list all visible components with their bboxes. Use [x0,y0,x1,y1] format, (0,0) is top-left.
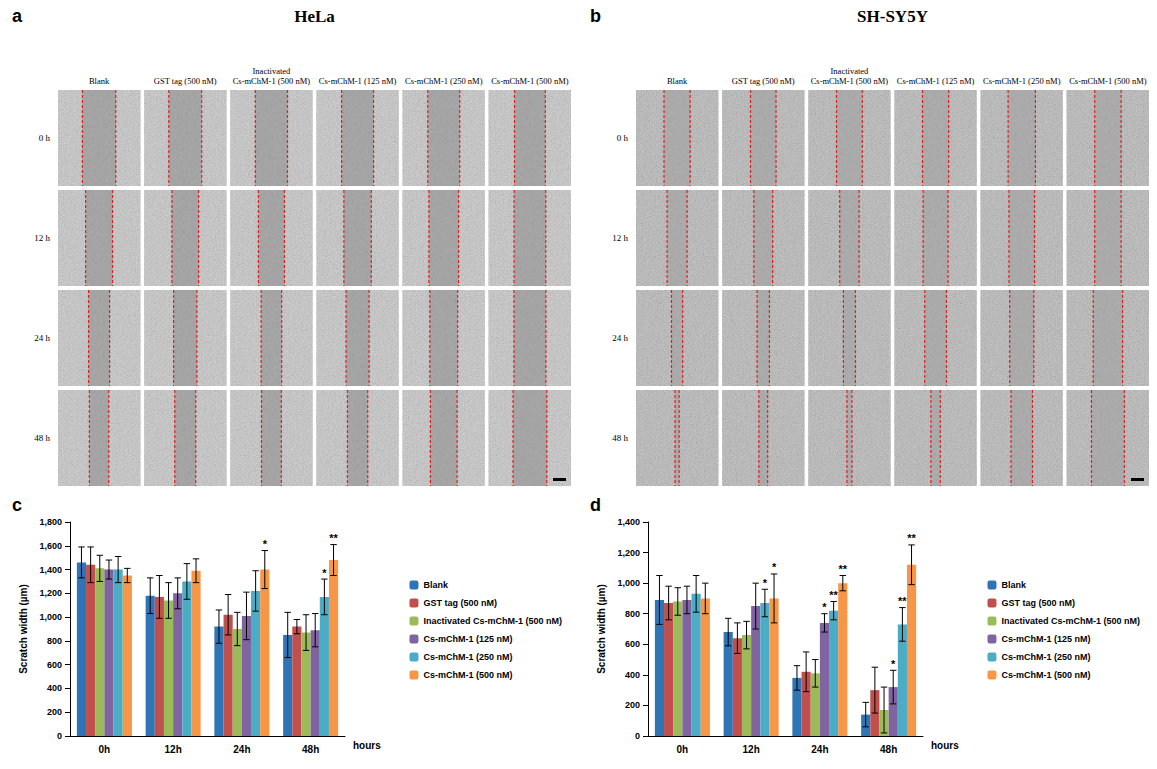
svg-text:**: ** [829,589,838,601]
svg-text:48h: 48h [880,744,897,755]
svg-text:12 h: 12 h [612,233,628,243]
svg-text:0h: 0h [677,744,689,755]
svg-text:**: ** [907,532,916,544]
svg-text:Cs-mChM-1 (250 nM): Cs-mChM-1 (250 nM) [983,76,1061,86]
svg-text:600: 600 [625,639,640,649]
svg-text:Cs-mChM-1 (500 nM): Cs-mChM-1 (500 nM) [491,76,569,86]
svg-text:Cs-mChM-1 (125 nM): Cs-mChM-1 (125 nM) [423,634,512,644]
svg-text:Cs-mChM-1 (250 nM): Cs-mChM-1 (250 nM) [405,76,483,86]
svg-text:Blank: Blank [423,580,449,590]
svg-text:1,000: 1,000 [39,612,62,622]
svg-text:24 h: 24 h [34,333,50,343]
svg-text:*: * [322,567,327,579]
svg-text:800: 800 [625,609,640,619]
svg-text:Inactivated Cs-mChM-1 (500 nM): Inactivated Cs-mChM-1 (500 nM) [1001,616,1140,626]
svg-text:0h: 0h [99,744,111,755]
svg-text:1,200: 1,200 [39,588,62,598]
svg-text:12h: 12h [165,744,182,755]
svg-text:Blank: Blank [1001,580,1027,590]
svg-text:b: b [590,6,601,26]
svg-text:c: c [12,496,22,515]
svg-text:Cs-mChM-1 (500 nM): Cs-mChM-1 (500 nM) [1001,670,1090,680]
svg-text:600: 600 [47,660,62,670]
svg-text:Cs-mChM-1 (250 nM): Cs-mChM-1 (250 nM) [1001,652,1090,662]
svg-text:Inactivated: Inactivated [831,66,870,76]
svg-text:GST tag (500 nM): GST tag (500 nM) [1001,598,1075,608]
svg-text:Cs-mChM-1 (125 nM): Cs-mChM-1 (125 nM) [1001,634,1090,644]
svg-text:1,200: 1,200 [617,548,640,558]
svg-text:*: * [763,577,768,589]
svg-text:**: ** [839,563,848,575]
svg-text:800: 800 [47,636,62,646]
svg-text:hours: hours [931,740,959,751]
svg-text:0 h: 0 h [39,133,51,143]
svg-text:*: * [822,601,827,613]
svg-text:0 h: 0 h [617,133,629,143]
svg-text:12h: 12h [743,744,760,755]
svg-text:48 h: 48 h [34,433,50,443]
svg-text:Cs-mChM-1 (125 nM): Cs-mChM-1 (125 nM) [319,76,397,86]
svg-text:d: d [590,496,601,515]
svg-text:GST tag (500 nM): GST tag (500 nM) [732,76,795,86]
svg-text:*: * [891,658,896,670]
svg-text:1,400: 1,400 [617,517,640,527]
svg-text:24h: 24h [811,744,828,755]
svg-text:1,400: 1,400 [39,565,62,575]
svg-text:24 h: 24 h [612,333,628,343]
svg-text:0: 0 [57,731,62,741]
svg-text:Cs-mChM-1 (500 nM): Cs-mChM-1 (500 nM) [811,76,889,86]
svg-text:24h: 24h [233,744,250,755]
svg-text:SH-SY5Y: SH-SY5Y [857,7,928,26]
svg-text:1,000: 1,000 [617,578,640,588]
svg-text:**: ** [329,532,338,544]
svg-text:GST tag (500 nM): GST tag (500 nM) [154,76,217,86]
svg-text:*: * [263,538,268,550]
svg-text:0: 0 [635,731,640,741]
svg-text:48 h: 48 h [612,433,628,443]
svg-text:400: 400 [47,683,62,693]
svg-text:400: 400 [625,670,640,680]
svg-text:1,800: 1,800 [39,517,62,527]
svg-text:*: * [772,561,777,573]
svg-text:1,600: 1,600 [39,541,62,551]
svg-text:Cs-mChM-1 (250 nM): Cs-mChM-1 (250 nM) [423,652,512,662]
svg-text:Scratch width (µm): Scratch width (µm) [18,584,29,674]
svg-text:Cs-mChM-1 (500 nM): Cs-mChM-1 (500 nM) [1069,76,1147,86]
svg-text:Blank: Blank [667,76,688,86]
svg-text:48h: 48h [302,744,319,755]
svg-text:Inactivated: Inactivated [253,66,292,76]
svg-text:200: 200 [47,707,62,717]
svg-text:Cs-mChM-1 (125 nM): Cs-mChM-1 (125 nM) [897,76,975,86]
svg-text:200: 200 [625,700,640,710]
svg-text:HeLa: HeLa [294,7,335,26]
svg-text:Cs-mChM-1 (500 nM): Cs-mChM-1 (500 nM) [233,76,311,86]
svg-text:hours: hours [353,740,381,751]
svg-text:12 h: 12 h [34,233,50,243]
svg-text:Blank: Blank [89,76,110,86]
svg-text:a: a [12,6,23,26]
svg-text:**: ** [898,595,907,607]
svg-text:Cs-mChM-1 (500 nM): Cs-mChM-1 (500 nM) [423,670,512,680]
svg-text:GST tag (500 nM): GST tag (500 nM) [423,598,497,608]
svg-text:Inactivated Cs-mChM-1 (500 nM): Inactivated Cs-mChM-1 (500 nM) [423,616,562,626]
svg-text:Scratch width (µm): Scratch width (µm) [596,584,607,674]
